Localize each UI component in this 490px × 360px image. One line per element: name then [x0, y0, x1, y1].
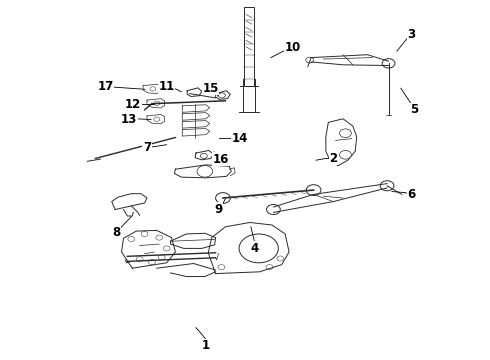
Text: 8: 8	[113, 226, 121, 239]
Circle shape	[340, 129, 351, 138]
Text: 13: 13	[121, 113, 137, 126]
Circle shape	[239, 234, 278, 263]
Text: 2: 2	[329, 152, 337, 165]
Text: 11: 11	[158, 80, 175, 93]
Text: 16: 16	[212, 153, 229, 166]
Circle shape	[380, 181, 394, 191]
Circle shape	[219, 93, 225, 98]
Circle shape	[200, 153, 207, 158]
Text: 10: 10	[285, 41, 301, 54]
Circle shape	[218, 265, 225, 270]
Text: 9: 9	[214, 203, 222, 216]
Circle shape	[150, 87, 156, 91]
Circle shape	[163, 246, 170, 251]
Circle shape	[306, 185, 321, 195]
Circle shape	[382, 59, 395, 68]
Text: 5: 5	[410, 103, 418, 116]
Circle shape	[266, 265, 273, 270]
Circle shape	[128, 237, 135, 242]
Circle shape	[148, 260, 155, 265]
Circle shape	[277, 256, 284, 261]
Text: 17: 17	[97, 80, 114, 93]
Text: 14: 14	[232, 132, 248, 145]
Text: 3: 3	[408, 28, 416, 41]
Circle shape	[306, 57, 314, 63]
Circle shape	[267, 204, 280, 215]
Text: 6: 6	[408, 188, 416, 201]
Circle shape	[156, 235, 163, 240]
Circle shape	[136, 257, 143, 262]
Circle shape	[197, 166, 213, 177]
Circle shape	[154, 101, 160, 105]
Text: 12: 12	[125, 98, 142, 111]
Circle shape	[154, 117, 160, 121]
Circle shape	[216, 193, 230, 203]
Bar	[244, 7, 254, 86]
Text: 4: 4	[251, 242, 259, 255]
Circle shape	[141, 231, 148, 237]
Circle shape	[158, 255, 165, 260]
Text: 7: 7	[143, 141, 151, 154]
Text: 1: 1	[202, 339, 210, 352]
Circle shape	[340, 150, 351, 159]
Text: 15: 15	[202, 82, 219, 95]
